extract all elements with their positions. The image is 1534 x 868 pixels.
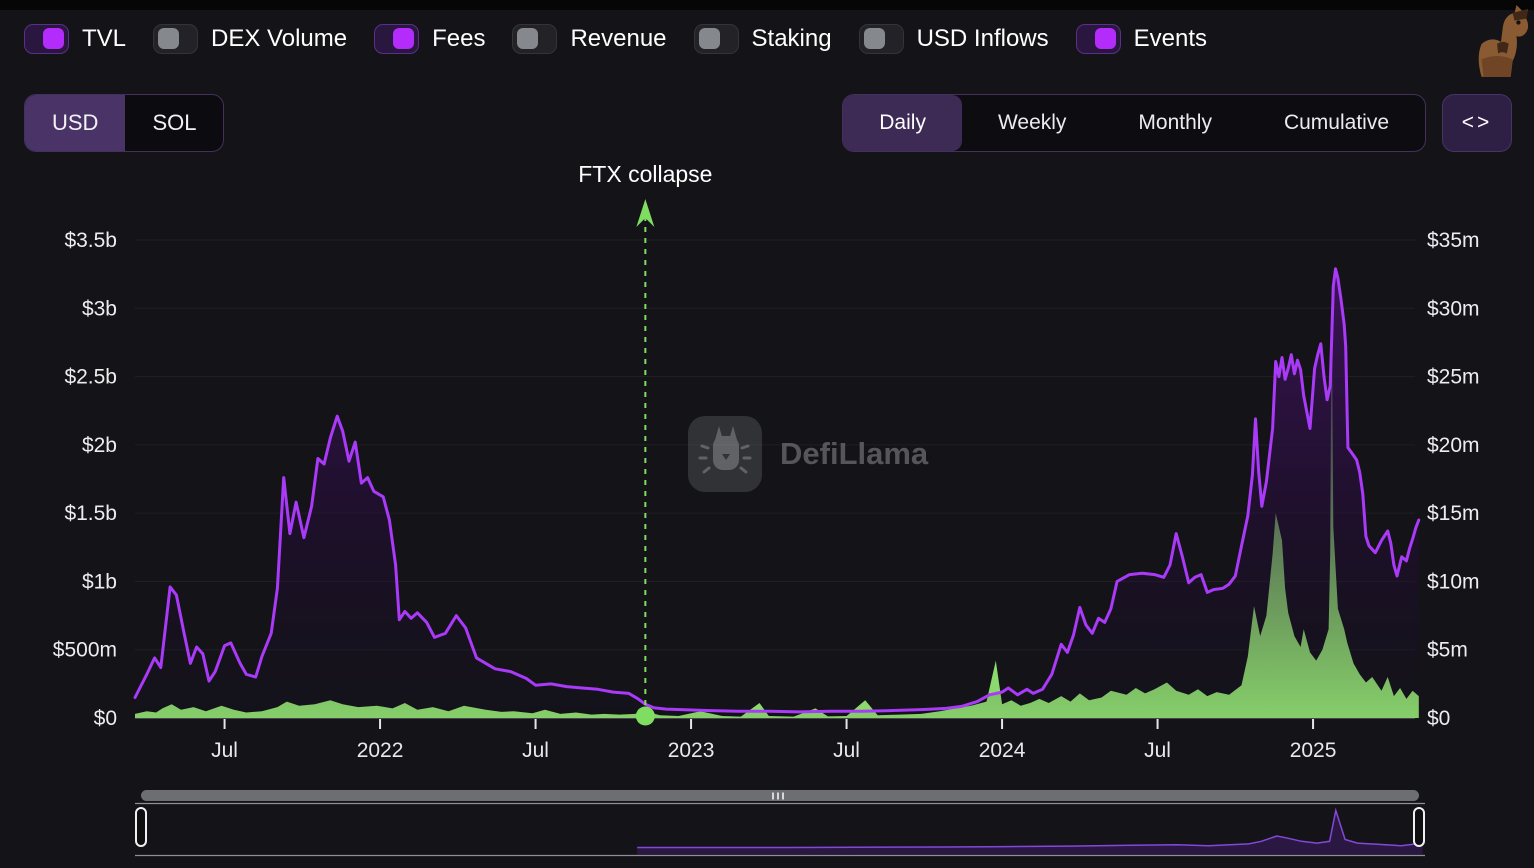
currency-option-usd[interactable]: USD — [25, 95, 126, 151]
y-axis-left-label: $2.5b — [64, 366, 117, 389]
toggle-knob — [43, 28, 64, 49]
event-annotation-label: FTX collapse — [578, 161, 713, 187]
y-axis-left-label: $1b — [82, 570, 117, 593]
metric-toggles: TVL DEX Volume Fees Revenue Staking USD Inflo… — [24, 24, 1454, 54]
toggle-item-revenue: Revenue — [512, 24, 667, 54]
tvl-line-series — [133, 267, 1421, 714]
toggle-switch-usd-inflows[interactable] — [858, 24, 904, 54]
brush-scrollbar[interactable] — [141, 790, 1419, 801]
toggle-knob — [1094, 28, 1116, 49]
toggle-label: Revenue — [570, 25, 667, 52]
y-axis-left-label: $2b — [82, 434, 117, 457]
y-axis-right-label: $0 — [1427, 707, 1450, 730]
tab-monthly[interactable]: Monthly — [1102, 95, 1248, 151]
toggle-label: USD Inflows — [916, 25, 1049, 52]
y-axis-right-label: $10m — [1427, 570, 1480, 593]
x-axis-label: Jul — [522, 739, 549, 762]
x-axis-label: Jul — [211, 739, 238, 762]
toggle-label: Fees — [432, 25, 486, 52]
x-axis-label: 2025 — [1290, 739, 1337, 762]
controls-row: USD SOL Daily Weekly Monthly Cumulative <> — [0, 94, 1534, 152]
y-axis-left-label: $0 — [94, 707, 117, 730]
y-axis-right-label: $25m — [1427, 366, 1480, 389]
right-controls: Daily Weekly Monthly Cumulative <> — [842, 94, 1512, 152]
event-marker-dot[interactable] — [635, 706, 655, 726]
y-axis-right-label: $15m — [1427, 502, 1480, 525]
toggle-item-dex-volume: DEX Volume — [153, 24, 347, 54]
toggle-knob — [698, 28, 720, 49]
event-up-arrow-icon — [636, 199, 655, 227]
y-axis-left-label: $3b — [82, 297, 117, 320]
embed-button[interactable]: <> — [1442, 94, 1512, 152]
x-axis-label: Jul — [833, 739, 860, 762]
toggle-label: Staking — [751, 25, 832, 52]
y-axis-right-label: $30m — [1427, 297, 1480, 320]
interval-tabs: Daily Weekly Monthly Cumulative — [842, 94, 1426, 152]
y-axis-left-label: $3.5b — [64, 229, 117, 252]
toggle-switch-staking[interactable] — [693, 24, 739, 54]
toggle-switch-tvl[interactable] — [24, 24, 69, 54]
brush-mini-line — [637, 807, 1423, 849]
tab-daily[interactable]: Daily — [843, 95, 962, 151]
mascot-image — [1478, 5, 1529, 77]
toggle-switch-revenue[interactable] — [512, 24, 558, 54]
toggle-switch-fees[interactable] — [374, 24, 420, 54]
brush-handle-right[interactable] — [1413, 807, 1425, 847]
toggle-label: DEX Volume — [211, 25, 348, 52]
toggle-item-staking: Staking — [693, 24, 832, 54]
toggle-knob — [158, 28, 180, 49]
tab-cumulative[interactable]: Cumulative — [1248, 95, 1425, 151]
currency-option-sol[interactable]: SOL — [125, 95, 223, 151]
toggle-knob — [393, 28, 415, 49]
x-axis-label: 2023 — [668, 739, 715, 762]
x-axis-label: 2024 — [979, 739, 1026, 762]
toggle-item-events: Events — [1075, 24, 1208, 54]
tab-weekly[interactable]: Weekly — [962, 95, 1102, 151]
toggle-knob — [863, 28, 885, 49]
x-axis-label: 2022 — [357, 739, 404, 762]
y-axis-left-label: $1.5b — [64, 502, 117, 525]
toggle-switch-events[interactable] — [1075, 24, 1121, 54]
tvl-area-fill — [135, 268, 1419, 718]
toggle-item-tvl: TVL — [24, 24, 126, 54]
top-strip — [0, 0, 1534, 10]
y-axis-right-label: $35m — [1427, 229, 1480, 252]
currency-toggle: USD SOL — [24, 94, 225, 152]
toggle-label: Events — [1133, 25, 1208, 52]
toggle-item-usd-inflows: USD Inflows — [858, 24, 1049, 54]
brush-handle-left[interactable] — [135, 807, 147, 847]
toggle-knob — [517, 28, 539, 49]
toggle-switch-dex-volume[interactable] — [153, 24, 199, 54]
toggle-label: TVL — [82, 25, 127, 52]
embed-icon: <> — [1461, 111, 1493, 134]
y-axis-right-label: $5m — [1427, 639, 1468, 662]
y-axis-right-label: $20m — [1427, 434, 1480, 457]
toggle-item-fees: Fees — [374, 24, 485, 54]
x-axis-label: Jul — [1144, 739, 1171, 762]
y-axis-left-label: $500m — [53, 639, 117, 662]
brush-mini-area — [637, 810, 1423, 855]
